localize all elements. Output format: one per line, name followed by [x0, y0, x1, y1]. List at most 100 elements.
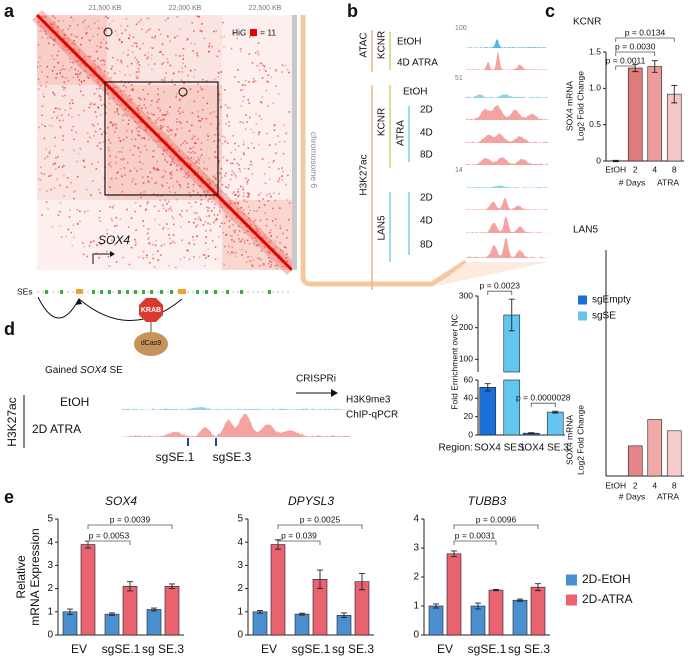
hic-contact	[67, 28, 70, 30]
hic-contact	[63, 174, 65, 177]
hic-contact	[157, 210, 160, 212]
hic-contact	[67, 79, 70, 82]
p-value: p = 0.0039	[110, 514, 151, 524]
hic-contact	[278, 192, 280, 195]
hic-contact	[274, 246, 277, 249]
hic-contact	[93, 134, 95, 137]
hic-contact	[252, 265, 254, 268]
hic-contact	[206, 168, 208, 170]
hic-contact	[134, 120, 136, 123]
hic-contact	[269, 253, 271, 255]
hic-contact	[62, 149, 64, 151]
hic-contact	[260, 101, 263, 104]
hic-contact	[265, 240, 267, 243]
hic-contact	[176, 118, 178, 120]
hic-contact	[157, 117, 160, 119]
hic-contact	[248, 102, 250, 104]
y-tick-label: 4	[237, 537, 243, 548]
hic-contact	[237, 195, 240, 198]
hic-contact	[187, 151, 190, 153]
hic-contact	[80, 71, 82, 74]
hic-contact	[228, 245, 230, 248]
hic-contact	[139, 205, 142, 207]
hic-contact	[163, 149, 165, 151]
hic-contact	[246, 219, 248, 221]
hic-contact	[184, 65, 187, 68]
hic-contact	[259, 192, 262, 194]
hic-contact	[84, 210, 86, 212]
y-tick-label: 3	[47, 560, 53, 571]
hic-contact	[63, 164, 65, 167]
hic-contact	[120, 80, 123, 82]
chart-title: DPYSL3	[288, 494, 334, 508]
hic-contact	[37, 88, 40, 90]
hic-contact	[92, 240, 95, 242]
hic-contact	[152, 140, 155, 142]
hic-contact	[256, 245, 259, 247]
hic-contact	[88, 106, 91, 109]
bar	[80, 544, 96, 636]
hic-contact	[203, 161, 205, 163]
hic-contact	[103, 63, 106, 66]
hic-contact	[183, 175, 186, 178]
hic-contact	[101, 133, 103, 136]
hic-contact	[207, 189, 209, 191]
hic-contact	[243, 32, 246, 34]
hic-contact	[68, 69, 70, 72]
significance-bracket	[615, 65, 636, 70]
hic-contact	[279, 242, 281, 244]
hic-contact	[93, 60, 96, 62]
hic-contact	[86, 255, 89, 258]
hic-contact	[62, 135, 64, 137]
bar	[503, 379, 521, 436]
hic-contact	[37, 177, 40, 180]
hic-contact	[73, 149, 75, 152]
significance-bracket	[87, 540, 131, 545]
x-tick-label: 2	[633, 480, 638, 490]
hic-contact	[201, 30, 203, 33]
hic-contact	[223, 46, 225, 48]
hic-contact	[165, 209, 167, 212]
hic-contact	[205, 215, 208, 218]
hic-contact	[45, 201, 48, 203]
hic-contact	[124, 81, 126, 84]
hic-contact	[242, 100, 244, 103]
hic-contact	[287, 174, 289, 177]
hic-contact	[166, 148, 168, 150]
hic-contact	[195, 235, 198, 237]
hic-contact	[54, 36, 57, 39]
hic-contact	[159, 119, 162, 122]
signal-track	[122, 406, 350, 410]
hic-contact	[162, 204, 164, 207]
hic-contact	[157, 169, 160, 171]
hic-contact	[258, 257, 261, 260]
hic-contact	[167, 200, 170, 203]
hic-contact	[243, 209, 245, 211]
hic-contact	[49, 36, 51, 38]
hic-contact	[125, 18, 128, 20]
hic-contact	[267, 251, 270, 253]
hic-contact	[182, 62, 184, 65]
hic-contact	[97, 65, 99, 68]
hic-contact	[118, 137, 120, 139]
hic-contact	[283, 266, 286, 268]
hic-contact	[224, 140, 226, 143]
tss-arrowhead	[110, 251, 115, 257]
hic-contact	[207, 135, 209, 137]
hic-contact	[198, 119, 200, 122]
hic-contact	[84, 211, 86, 214]
hic-contact	[193, 221, 195, 224]
hic-contact	[232, 162, 234, 165]
hic-contact	[179, 99, 181, 102]
hic-contact	[69, 107, 72, 110]
interaction-arcs	[37, 296, 183, 321]
x-tick-label: EtOH	[605, 480, 626, 490]
hic-contact	[238, 230, 241, 232]
hic-contact	[260, 250, 263, 252]
hic-contact	[221, 135, 224, 138]
hic-contact	[259, 219, 262, 222]
hic-contact	[232, 224, 235, 226]
hic-contact	[112, 87, 115, 90]
hic-contact	[153, 168, 155, 170]
hic-contact	[97, 27, 100, 30]
